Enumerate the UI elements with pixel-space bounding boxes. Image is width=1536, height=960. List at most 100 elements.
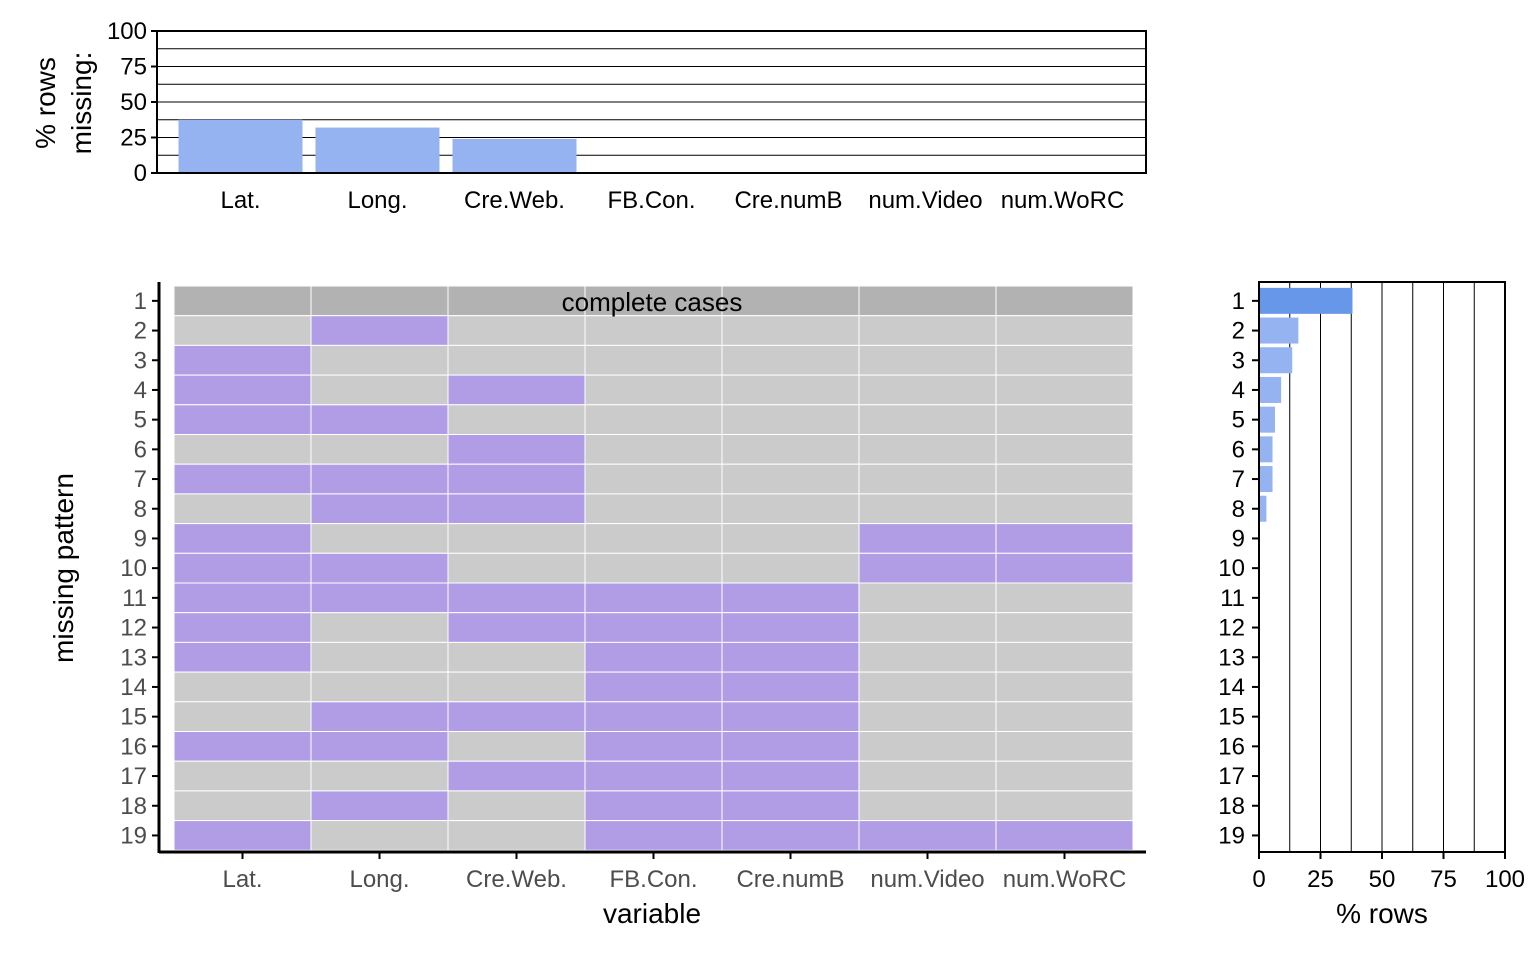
pattern-tile bbox=[447, 731, 586, 762]
top-x-ticks: Lat. Long. Cre.Web. FB.Con. Cre.numB num.Vide… bbox=[220, 187, 1124, 214]
pattern-tile bbox=[584, 404, 723, 435]
right-bar-5 bbox=[1259, 406, 1275, 433]
right-y-tick-label: 19 bbox=[1218, 822, 1245, 849]
pattern-tile bbox=[721, 760, 860, 792]
pattern-tile bbox=[995, 404, 1134, 435]
pattern-tile bbox=[995, 582, 1134, 614]
pattern-tile bbox=[995, 760, 1134, 792]
pattern-tile bbox=[447, 315, 586, 346]
pattern-tile bbox=[584, 760, 723, 792]
pattern-tile bbox=[858, 582, 997, 614]
pattern-tile bbox=[447, 701, 586, 732]
pattern-tile bbox=[858, 790, 997, 822]
right-x-tick-label: 25 bbox=[1307, 866, 1334, 893]
pattern-tile bbox=[310, 671, 449, 703]
pattern-tile bbox=[310, 344, 449, 376]
main-y-title: missing pattern bbox=[48, 473, 79, 663]
pattern-tile bbox=[995, 731, 1134, 762]
main-y-tick-label: 14 bbox=[120, 674, 147, 701]
right-bar-2 bbox=[1259, 317, 1299, 344]
pattern-tile bbox=[858, 641, 997, 673]
pattern-tile bbox=[721, 434, 860, 465]
right-y-tick-label: 7 bbox=[1232, 466, 1245, 493]
pattern-tile bbox=[447, 404, 586, 435]
pattern-tile bbox=[447, 523, 586, 554]
pattern-tile bbox=[310, 463, 449, 495]
pattern-tile bbox=[858, 434, 997, 465]
right-x-tick-label: 0 bbox=[1252, 866, 1265, 893]
pattern-tile bbox=[721, 315, 860, 346]
pattern-tile bbox=[721, 701, 860, 732]
pattern-tile bbox=[858, 315, 997, 346]
main-y-tick-label: 6 bbox=[134, 436, 147, 463]
right-y-tick-label: 17 bbox=[1218, 763, 1245, 790]
right-bar-7 bbox=[1259, 466, 1273, 493]
right-y-tick-label: 12 bbox=[1218, 615, 1245, 642]
right-bars bbox=[1259, 287, 1353, 522]
right-bar-4 bbox=[1259, 376, 1282, 403]
top-y-title-line1: % rows bbox=[30, 57, 61, 149]
pattern-tile bbox=[721, 731, 860, 762]
pattern-tile bbox=[858, 701, 997, 732]
main-y-tick-label: 3 bbox=[134, 347, 147, 374]
top-bar-0 bbox=[178, 119, 303, 173]
pattern-tile bbox=[310, 552, 449, 584]
right-bar-3 bbox=[1259, 347, 1293, 374]
pattern-tile bbox=[173, 790, 312, 822]
pattern-tile bbox=[447, 463, 586, 495]
right-bar-1 bbox=[1259, 287, 1353, 314]
pattern-tile bbox=[995, 671, 1134, 703]
main-y-tick-label: 11 bbox=[122, 585, 147, 612]
pattern-tile bbox=[447, 374, 586, 406]
pattern-tile bbox=[310, 523, 449, 554]
pattern-tile bbox=[310, 493, 449, 525]
pattern-tile bbox=[173, 820, 312, 851]
pattern-tile bbox=[721, 463, 860, 495]
pattern-tile bbox=[858, 612, 997, 643]
top-x-tick-label: Cre.numB bbox=[734, 187, 842, 214]
pattern-tile bbox=[310, 404, 449, 435]
pattern-tile bbox=[447, 820, 586, 851]
pattern-tile bbox=[173, 315, 312, 346]
pattern-tile bbox=[173, 582, 312, 614]
pattern-tile bbox=[584, 315, 723, 346]
pattern-tile bbox=[995, 493, 1134, 525]
pattern-tile bbox=[173, 374, 312, 406]
pattern-tile bbox=[173, 463, 312, 495]
pattern-tile bbox=[447, 760, 586, 792]
top-y-tick-label: 50 bbox=[120, 89, 147, 116]
right-y-tick-label: 15 bbox=[1218, 704, 1245, 731]
pattern-tile bbox=[858, 493, 997, 525]
pattern-tile bbox=[584, 552, 723, 584]
right-bar-8 bbox=[1259, 495, 1267, 522]
top-x-tick-label: num.WoRC bbox=[1001, 187, 1125, 214]
pattern-tile bbox=[721, 641, 860, 673]
right-y-tick-label: 2 bbox=[1232, 318, 1245, 345]
pattern-tile bbox=[447, 344, 586, 376]
pattern-tile bbox=[447, 493, 586, 525]
pattern-tile bbox=[310, 790, 449, 822]
pattern-tile bbox=[447, 671, 586, 703]
pattern-tile bbox=[173, 344, 312, 376]
pattern-tile bbox=[447, 552, 586, 584]
pattern-tiles bbox=[173, 285, 1134, 851]
pattern-tile bbox=[995, 701, 1134, 732]
top-y-tick-label: 25 bbox=[120, 125, 147, 152]
pattern-tile bbox=[584, 523, 723, 554]
pattern-tile bbox=[995, 523, 1134, 554]
top-bar-panel: 0 25 50 75 100 Lat. Long. Cre.Web. FB.Con. Cre.n… bbox=[30, 18, 1147, 214]
right-gridlines bbox=[1289, 282, 1475, 852]
pattern-tile bbox=[858, 760, 997, 792]
main-y-tick-label: 15 bbox=[120, 704, 147, 731]
right-y-tick-label: 6 bbox=[1232, 436, 1245, 463]
right-y-tick-label: 10 bbox=[1218, 555, 1245, 582]
main-y-tick-label: 8 bbox=[134, 496, 147, 523]
top-y-tick-label: 100 bbox=[107, 18, 147, 45]
pattern-tile bbox=[584, 463, 723, 495]
main-y-tick-label: 18 bbox=[120, 793, 147, 820]
top-y-tick-label: 75 bbox=[120, 54, 147, 81]
right-y-tick-label: 16 bbox=[1218, 733, 1245, 760]
